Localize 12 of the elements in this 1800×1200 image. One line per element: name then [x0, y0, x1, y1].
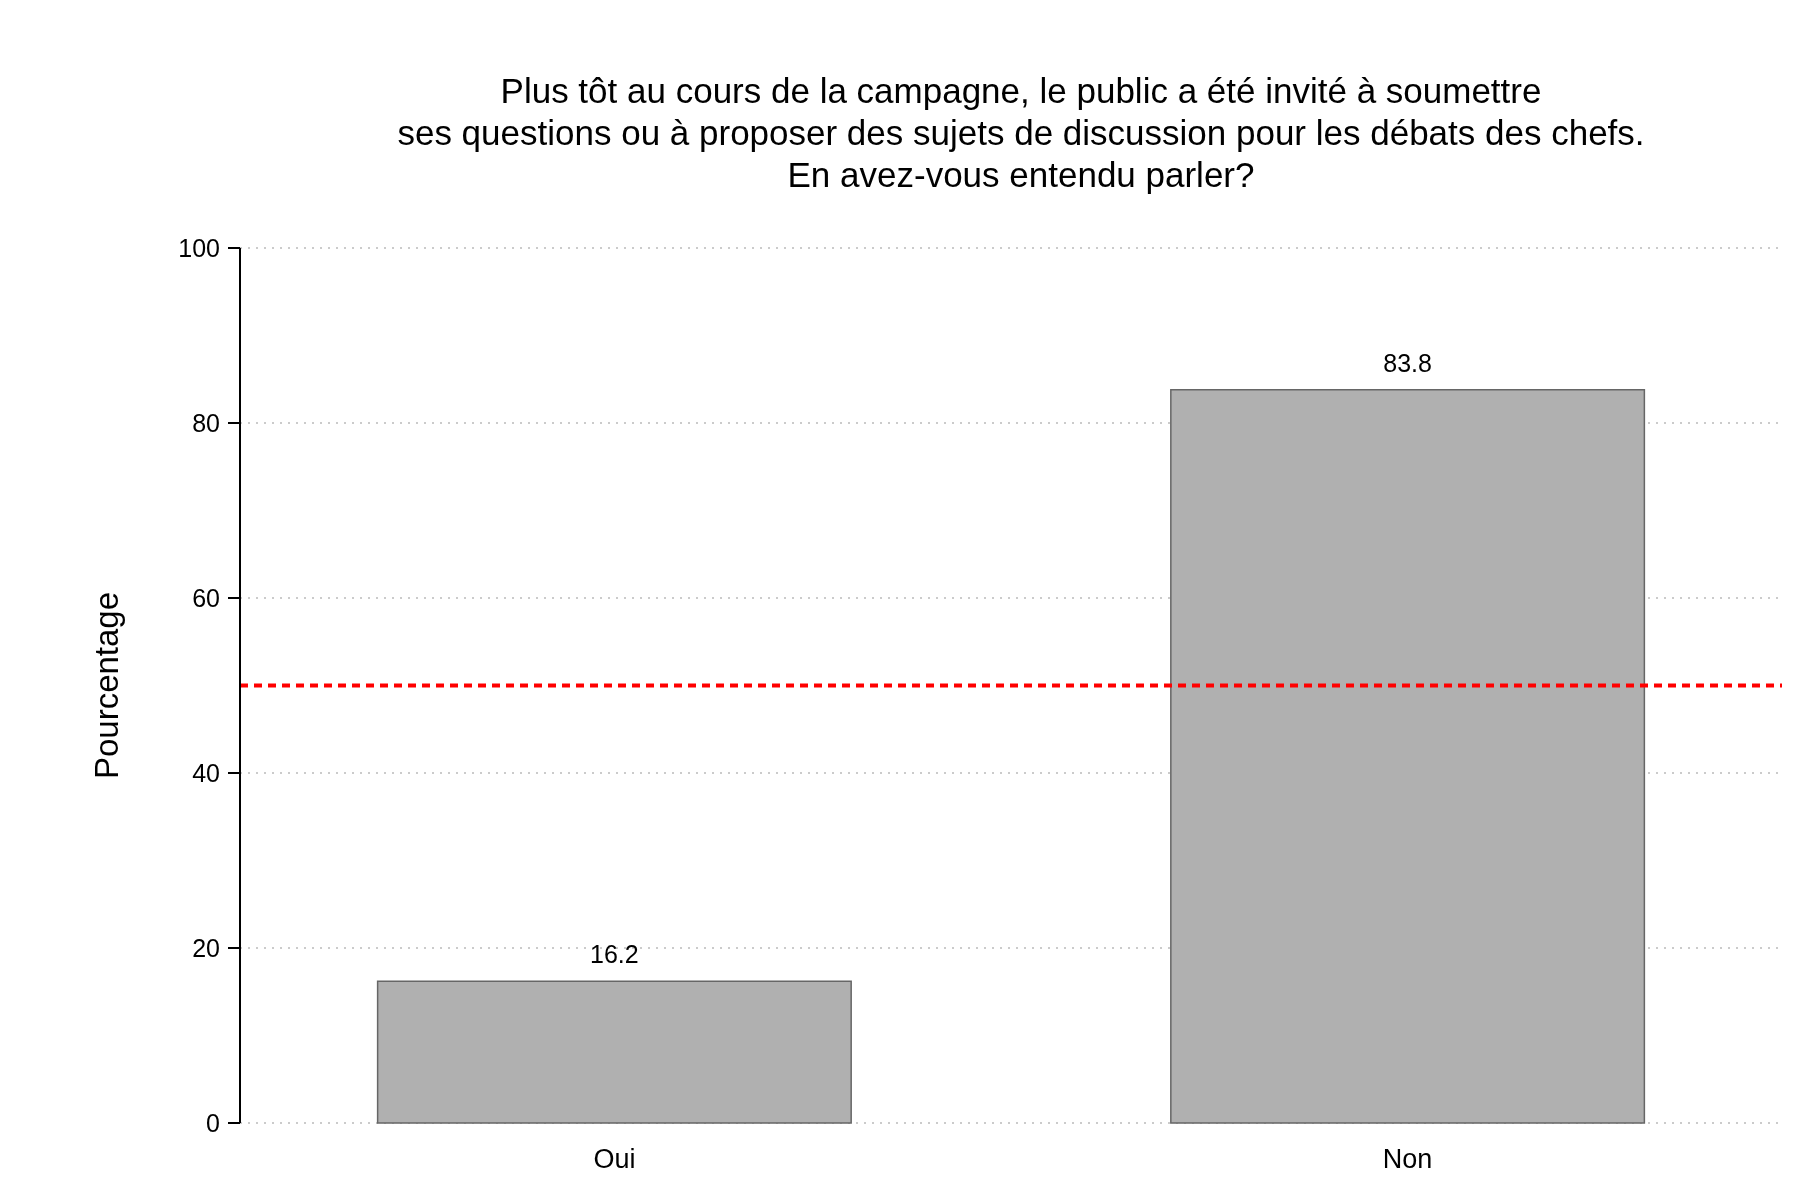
- y-axis-title: Pourcentage: [88, 591, 125, 780]
- x-tick-label: Non: [1382, 1144, 1433, 1174]
- y-tick-label: 0: [206, 1108, 220, 1137]
- data-label: 83.8: [1383, 348, 1432, 377]
- data-label: 16.2: [590, 940, 639, 969]
- y-tick-label: 40: [192, 758, 220, 787]
- x-tick-label: Oui: [593, 1144, 636, 1174]
- y-tick-label: 60: [192, 583, 220, 612]
- chart-title: Plus tôt au cours de la campagne, le public a été invité à soumettre ses questions ou à proposer des sujets de discussion pour les débats des chefs. En avez-vous entendu parler?: [397, 71, 1645, 194]
- y-tick-label: 100: [178, 233, 220, 262]
- y-tick-label: 80: [192, 408, 220, 437]
- y-tick-label: 20: [192, 933, 220, 962]
